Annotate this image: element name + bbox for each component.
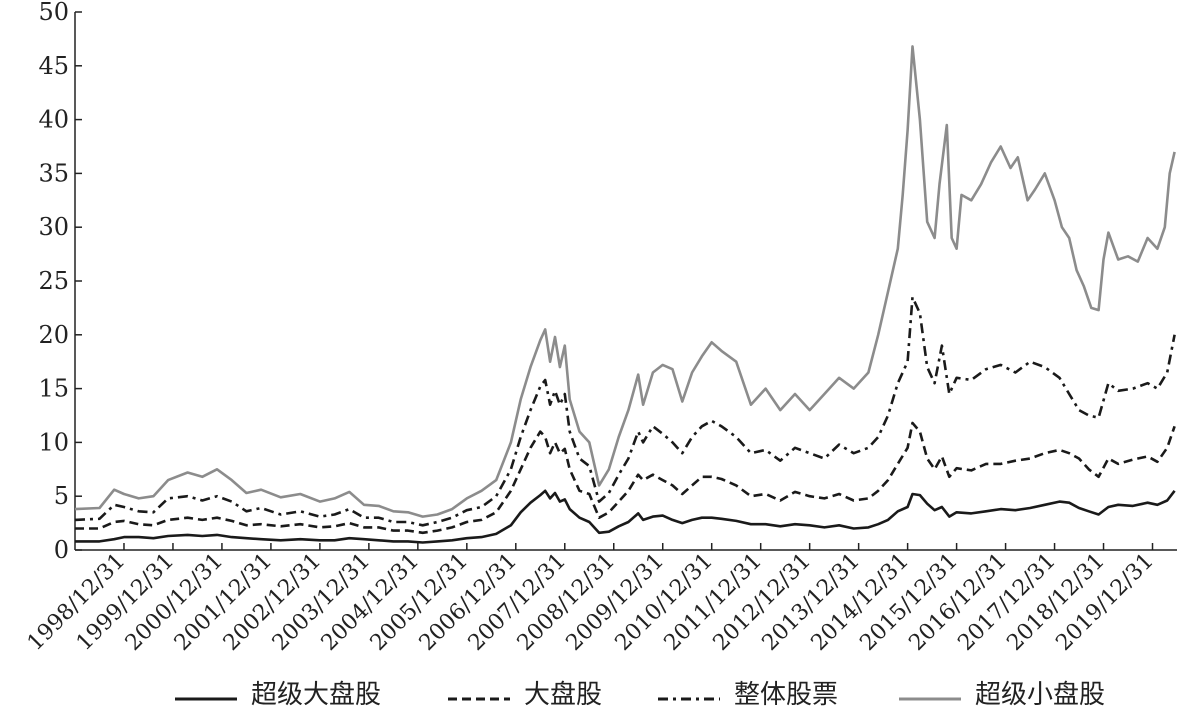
legend-item-super-small-cap: 超级小盘股 bbox=[899, 672, 1105, 712]
legend-item-large-cap: 大盘股 bbox=[448, 672, 602, 712]
legend-swatch-dashdot bbox=[658, 688, 720, 701]
y-tick-label: 10 bbox=[38, 428, 69, 456]
y-tick-label: 35 bbox=[38, 159, 69, 187]
legend-item-super-large-cap: 超级大盘股 bbox=[175, 672, 381, 712]
y-tick-label: 5 bbox=[54, 482, 69, 510]
legend-label: 超级小盘股 bbox=[975, 679, 1106, 710]
series-line-2 bbox=[74, 295, 1176, 527]
y-tick-label: 20 bbox=[38, 321, 69, 349]
legend-item-overall-stocks: 整体股票 bbox=[658, 672, 838, 712]
legend: 超级大盘股 大盘股 整体股票 超级小盘股 bbox=[0, 672, 1179, 712]
y-tick-label: 40 bbox=[38, 106, 69, 134]
legend-swatch-dashed bbox=[448, 688, 510, 701]
y-tick-label: 50 bbox=[38, 0, 69, 26]
y-tick-label: 45 bbox=[38, 52, 69, 80]
legend-label: 大盘股 bbox=[524, 679, 603, 710]
series-line-3 bbox=[74, 45, 1176, 518]
legend-label: 超级大盘股 bbox=[251, 679, 382, 710]
legend-swatch-solid-gray bbox=[899, 688, 961, 701]
y-tick-label: 15 bbox=[38, 375, 69, 403]
axes: 051015202530354045501998/12/311999/12/31… bbox=[23, 0, 1177, 656]
series-line-0 bbox=[75, 489, 1176, 544]
series-layer bbox=[74, 45, 1176, 544]
line-chart: 051015202530354045501998/12/311999/12/31… bbox=[23, 0, 1177, 656]
y-tick-label: 0 bbox=[54, 536, 69, 564]
legend-label: 整体股票 bbox=[734, 679, 839, 710]
y-tick-label: 25 bbox=[38, 267, 69, 295]
y-tick-label: 30 bbox=[38, 213, 69, 241]
legend-swatch-solid-black bbox=[175, 688, 237, 701]
series-line-1 bbox=[75, 421, 1176, 535]
